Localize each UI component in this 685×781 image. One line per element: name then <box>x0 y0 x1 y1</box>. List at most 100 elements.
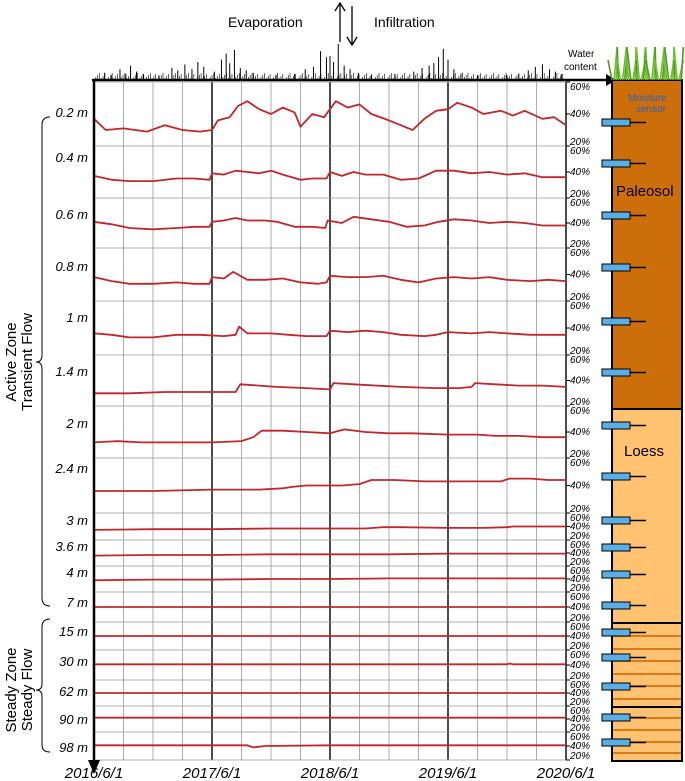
plot-grid <box>94 81 567 761</box>
y-tick-label: 60% <box>570 406 590 417</box>
series-line-98-m <box>94 744 566 749</box>
moisture-sensor-icon <box>601 368 631 377</box>
moisture-sensor-label-1: Moisture <box>628 93 667 104</box>
y-tick-label: 20% <box>569 583 590 594</box>
depth-label: 30 m <box>59 654 88 669</box>
y-tick-label: 40% <box>570 427 590 438</box>
evaporation-label: Evaporation <box>228 14 303 30</box>
y-tick-label: 60% <box>570 146 590 157</box>
series-line-30-m <box>94 662 566 666</box>
up-arrow-icon <box>334 1 346 42</box>
y-tick-label: 20% <box>569 751 590 762</box>
y-tick-label: 40% <box>570 688 590 699</box>
y-tick-label: 60% <box>570 680 590 691</box>
depth-label: 15 m <box>59 624 88 639</box>
depth-axis-arrow-icon <box>88 80 100 774</box>
soil-column: Moisture sensor Paleosol Loess <box>601 46 685 762</box>
y-tick-label: 20% <box>569 613 590 624</box>
y-tick-label: 40% <box>570 218 590 229</box>
y-tick-label: 40% <box>570 660 590 671</box>
moisture-sensors <box>601 118 646 747</box>
y-tick-label: 60% <box>570 592 590 603</box>
y-tick-label: 40% <box>570 109 590 120</box>
y-tick-label: 20% <box>569 137 590 148</box>
y-tick-label: 60% <box>570 622 590 633</box>
y-tick-label: 20% <box>569 397 590 408</box>
y-tick-label: 40% <box>570 481 590 492</box>
grass-icon <box>607 46 685 81</box>
depth-label: 1.4 m <box>55 364 88 379</box>
y-tick-label: 20% <box>569 723 590 734</box>
active-zone-label: Active Zone <box>3 322 20 401</box>
grass-blade <box>663 46 670 81</box>
moisture-sensor-icon <box>601 628 631 637</box>
series-line-2-4-m <box>94 477 566 492</box>
y-tick-label: 40% <box>570 574 590 585</box>
y-tick-label: 20% <box>569 346 590 357</box>
y-tick-label: 40% <box>570 631 590 642</box>
depth-label: 1 m <box>66 310 88 325</box>
depth-label: 0.4 m <box>55 150 88 165</box>
precipitation-bars <box>93 44 565 80</box>
y-tick-label: 40% <box>570 376 590 387</box>
y-tick-label: 40% <box>570 714 590 725</box>
moisture-sensor-icon <box>601 516 631 525</box>
loess-label: Loess <box>624 443 664 460</box>
grass-blade <box>607 59 613 81</box>
depth-labels: 0.2 m 0.4 m 0.6 m 0.8 m 1 m 1.4 m 2 m 2.4 m 3 m 3… <box>54 105 88 755</box>
y-tick-label: 40% <box>570 522 590 533</box>
moisture-sensor-icon <box>601 159 631 168</box>
active-zone-bracket <box>35 116 51 607</box>
y-tick-label: 60% <box>570 650 590 661</box>
depth-label: 0.2 m <box>55 105 88 120</box>
grass-blade <box>626 46 632 81</box>
moisture-sensor-icon <box>601 601 631 610</box>
y-tick-label: 40% <box>570 270 590 281</box>
steady-flow-label: Steady Flow <box>19 649 36 732</box>
y-tick-label: 20% <box>569 531 590 542</box>
date-tick-label: 2020/6/1 <box>536 765 595 781</box>
y-tick-label: 20% <box>569 557 590 568</box>
series-line-4-m <box>93 577 566 582</box>
grass-blade <box>680 46 685 81</box>
moisture-sensor-icon <box>601 421 631 430</box>
grass-blade <box>663 59 668 81</box>
moisture-series <box>93 100 567 749</box>
time-axis-arrow-icon <box>92 74 616 86</box>
moisture-sensor-icon <box>601 317 631 326</box>
date-tick-label: 2019/6/1 <box>418 765 477 781</box>
series-line-2-m <box>93 428 566 444</box>
grass-blade <box>673 59 676 81</box>
grass-blade <box>645 59 651 81</box>
y-tick-label: 60% <box>570 458 590 469</box>
series-line-0-2-m <box>93 100 567 133</box>
series-line-3-m <box>93 525 566 531</box>
grass-blade <box>635 59 638 81</box>
y-tick-label: 20% <box>569 697 590 708</box>
depth-label: 3 m <box>66 513 88 528</box>
y-tick-label: 40% <box>570 323 590 334</box>
water-content-label-2: content <box>564 62 597 73</box>
moisture-sensor-icon <box>601 543 631 552</box>
y-tick-label: 60% <box>570 355 590 366</box>
y-tick-label: 20% <box>569 239 590 250</box>
depth-label: 2.4 m <box>54 461 88 476</box>
y-tick-label: 60% <box>570 732 590 743</box>
y-tick-label: 20% <box>569 671 590 682</box>
depth-label: 4 m <box>66 565 88 580</box>
paleosol-label: Paleosol <box>616 183 674 200</box>
y-tick-label: 40% <box>570 602 590 613</box>
loess-layer <box>611 408 683 624</box>
y-tick-label: 20% <box>569 641 590 652</box>
series-line-0-8-m <box>93 271 567 285</box>
grass-blade <box>654 59 659 81</box>
y-tick-label: 60% <box>570 706 590 717</box>
y-tick-label: 20% <box>569 189 590 200</box>
y-tick-label: 60% <box>570 301 590 312</box>
down-arrow-icon <box>346 6 358 47</box>
y-tick-label: 40% <box>570 167 590 178</box>
transient-flow-label: Transient Flow <box>19 313 36 411</box>
steady-zone-bracket <box>35 618 51 753</box>
moisture-sensor-icon <box>601 570 631 579</box>
